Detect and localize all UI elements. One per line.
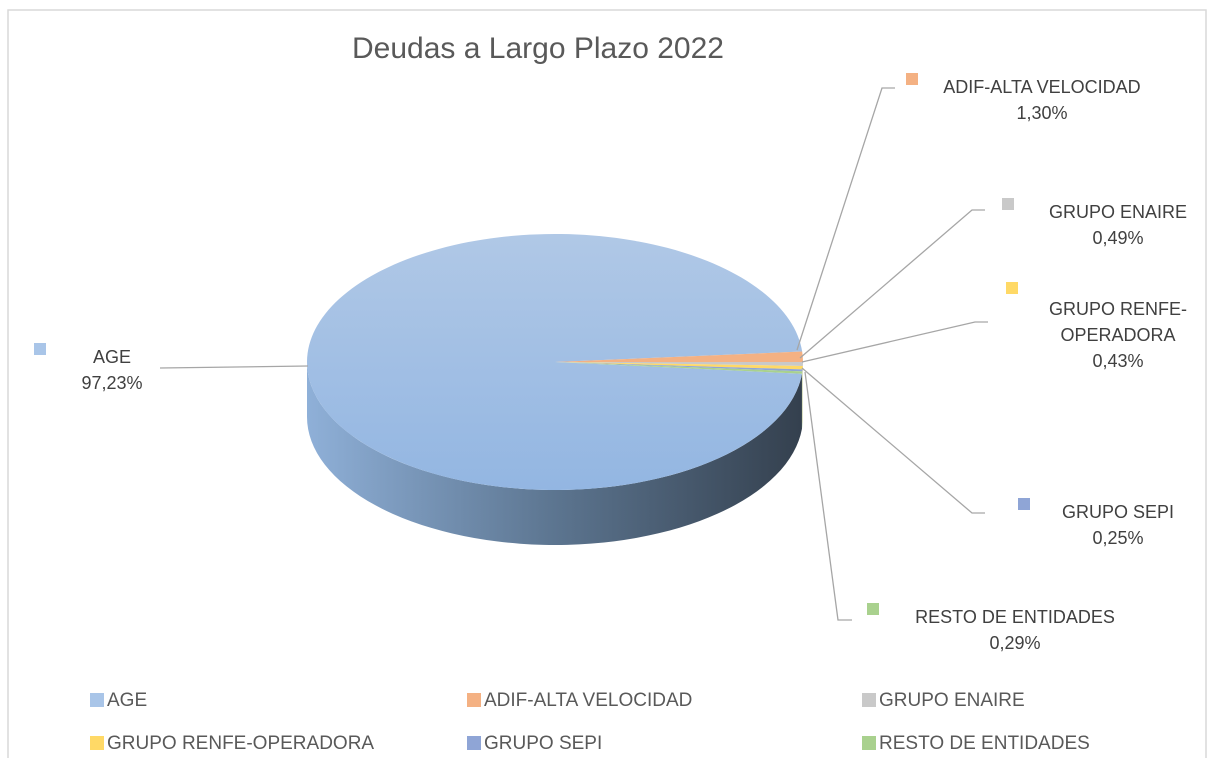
legend-swatch [90,736,104,750]
label-name: GRUPO RENFE-OPERADORA [1048,299,1187,345]
label-value: 1,30% [1016,103,1068,123]
legend-item: GRUPO ENAIRE [862,690,1025,712]
leader-line [799,209,985,359]
data-label: RESTO DE ENTIDADES 0,29% [867,603,1155,656]
chart-border [7,9,1207,758]
legend-item: GRUPO RENFE-OPERADORA [90,733,374,755]
pie-slice [555,351,803,362]
legend-item: ADIF-ALTA VELOCIDAD [467,690,692,712]
legend-item: AGE [90,690,147,712]
legend-label: GRUPO ENAIRE [879,690,1025,711]
legend-item: RESTO DE ENTIDADES [862,733,1090,755]
chart-title: Deudas a Largo Plazo 2022 [352,32,724,65]
leader-line [159,365,309,369]
label-marker [906,73,918,85]
legend-label: RESTO DE ENTIDADES [879,733,1090,754]
leader-line [801,367,985,514]
pie-slice-side [307,362,802,545]
label-value: 0,29% [989,633,1041,653]
leader-line [801,321,988,363]
label-name: AGE [92,347,131,367]
label-marker [867,603,879,615]
pie-slice [555,362,803,370]
data-label: ADIF-ALTA VELOCIDAD 1,30% [902,73,1182,126]
leader-line [796,87,895,351]
legend-swatch [862,693,876,707]
label-value: 97,23% [81,373,143,393]
label-value: 0,25% [1092,528,1144,548]
pie-slice [555,361,803,366]
legend-label: GRUPO SEPI [484,733,603,754]
label-marker [1002,198,1014,210]
label-value: 0,43% [1092,351,1144,371]
legend-swatch [90,693,104,707]
label-name: RESTO DE ENTIDADES [915,607,1115,627]
label-marker [1018,498,1030,510]
pie-slice [307,233,803,490]
label-value: 0,49% [1092,228,1144,248]
legend-swatch [467,693,481,707]
legend-swatch [467,736,481,750]
data-label: GRUPO SEPI 0,25% [1018,498,1214,551]
label-marker [1006,282,1018,294]
label-name: ADIF-ALTA VELOCIDAD [943,77,1141,97]
legend-item: GRUPO SEPI [467,733,602,755]
data-label: GRUPO RENFE-OPERADORA 0,43% [1006,282,1193,374]
legend-label: AGE [107,690,148,711]
legend-label: ADIF-ALTA VELOCIDAD [484,690,693,711]
label-name: GRUPO SEPI [1061,502,1175,522]
leader-line [804,371,852,621]
legend-label: GRUPO RENFE-OPERADORA [107,733,375,754]
label-name: GRUPO ENAIRE [1048,202,1188,222]
data-label: GRUPO ENAIRE 0,49% [1002,198,1214,251]
legend-swatch [862,736,876,750]
label-marker [34,343,46,355]
pie-slice [555,362,803,374]
pie-slice [555,362,803,372]
data-label: AGE 97,23% [34,343,172,396]
